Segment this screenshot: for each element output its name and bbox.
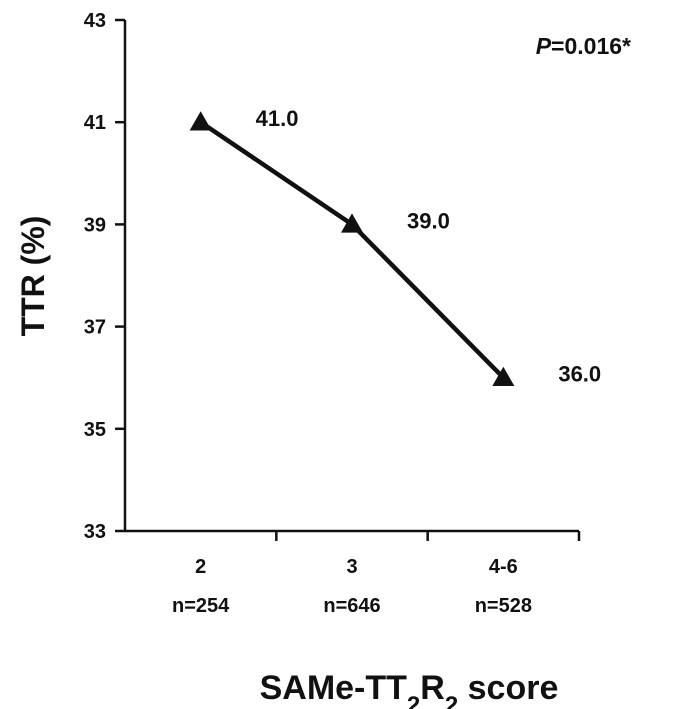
x-tick-label: 2	[195, 556, 206, 578]
data-label: 41.0	[256, 106, 299, 131]
x-count-label: n=254	[172, 595, 230, 617]
data-label: 36.0	[558, 362, 601, 387]
x-count-label: n=646	[323, 595, 380, 617]
x-axis-label-suffix: score	[458, 669, 558, 707]
y-tick-label: 43	[84, 10, 106, 32]
series-polyline	[199, 120, 505, 380]
y-tick-label: 37	[84, 317, 106, 339]
y-tick-label: 33	[84, 521, 106, 543]
triangle-marker	[189, 111, 212, 131]
p-value-italic: P	[536, 33, 552, 59]
x-ticks: 2 n=254 3 n=646 4-6 n=528	[172, 531, 581, 617]
x-axis-label: SAMe-TT2R2 score	[260, 669, 559, 709]
x-tick-label: 4-6	[489, 556, 518, 578]
y-axis-label: TTR (%)	[15, 216, 51, 337]
x-axis-label-prefix: SAMe-TT	[260, 669, 408, 707]
y-tick-label: 41	[84, 112, 106, 134]
series-line: 41.0 39.0 36.0	[189, 106, 601, 387]
x-tick-label: 3	[346, 556, 357, 578]
x-axis-label-sub2: 2	[445, 692, 458, 709]
data-label: 39.0	[407, 208, 450, 233]
triangle-marker	[492, 366, 515, 386]
y-tick-label: 35	[84, 419, 106, 441]
x-axis-label-mid: R	[420, 669, 445, 707]
p-value-rest: =0.016*	[551, 33, 631, 59]
x-count-label: n=528	[475, 595, 532, 617]
y-ticks: 33 35 37 39 41 43	[84, 10, 125, 543]
y-tick-label: 39	[84, 214, 106, 236]
x-axis-label-sub1: 2	[407, 692, 420, 709]
p-value-annotation: P=0.016*	[536, 33, 631, 59]
triangle-marker	[341, 213, 363, 233]
